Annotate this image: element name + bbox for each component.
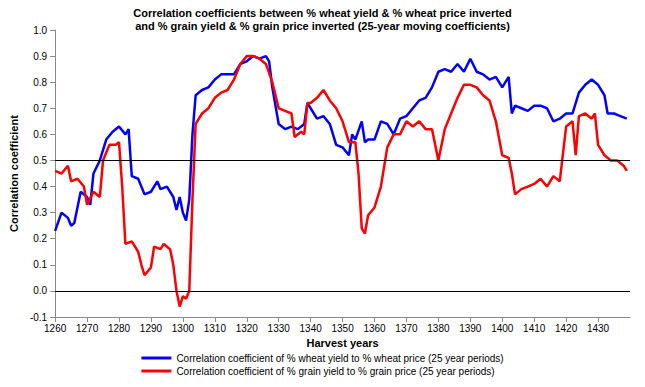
svg-text:0.8: 0.8 [33, 77, 47, 88]
svg-text:1400: 1400 [491, 323, 514, 334]
svg-text:Correlation coefficient of % g: Correlation coefficient of % grain yield… [176, 366, 494, 377]
svg-text:1330: 1330 [268, 323, 291, 334]
svg-text:1420: 1420 [555, 323, 578, 334]
svg-text:-0.1: -0.1 [30, 312, 48, 323]
svg-text:0.6: 0.6 [33, 129, 47, 140]
svg-text:1280: 1280 [108, 323, 131, 334]
svg-text:1350: 1350 [331, 323, 354, 334]
svg-text:0.1: 0.1 [33, 259, 47, 270]
svg-text:Harvest years: Harvest years [306, 337, 378, 349]
svg-text:1260: 1260 [44, 323, 67, 334]
svg-text:1.0: 1.0 [33, 25, 47, 36]
svg-text:0.0: 0.0 [33, 285, 47, 296]
svg-text:0.7: 0.7 [33, 103, 47, 114]
svg-text:1310: 1310 [204, 323, 227, 334]
svg-text:1300: 1300 [172, 323, 195, 334]
svg-text:1370: 1370 [395, 323, 418, 334]
svg-text:Correlation coefficients betwe: Correlation coefficients between % wheat… [133, 7, 511, 19]
svg-text:1390: 1390 [459, 323, 482, 334]
svg-text:0.4: 0.4 [33, 181, 47, 192]
svg-text:1340: 1340 [300, 323, 323, 334]
svg-text:0.9: 0.9 [33, 51, 47, 62]
svg-text:Correlation coefficient: Correlation coefficient [8, 115, 20, 232]
svg-text:1410: 1410 [523, 323, 546, 334]
svg-text:0.2: 0.2 [33, 233, 47, 244]
svg-text:1270: 1270 [76, 323, 99, 334]
svg-text:0.3: 0.3 [33, 207, 47, 218]
svg-text:1290: 1290 [140, 323, 163, 334]
svg-text:1360: 1360 [363, 323, 386, 334]
svg-text:1380: 1380 [427, 323, 450, 334]
svg-text:Correlation coefficient of % w: Correlation coefficient of % wheat yield… [176, 353, 503, 364]
svg-text:0.5: 0.5 [33, 155, 47, 166]
svg-text:1430: 1430 [587, 323, 610, 334]
svg-text:1320: 1320 [236, 323, 259, 334]
svg-text:and % grain yield & % grain pr: and % grain yield & % grain price invert… [135, 20, 510, 32]
